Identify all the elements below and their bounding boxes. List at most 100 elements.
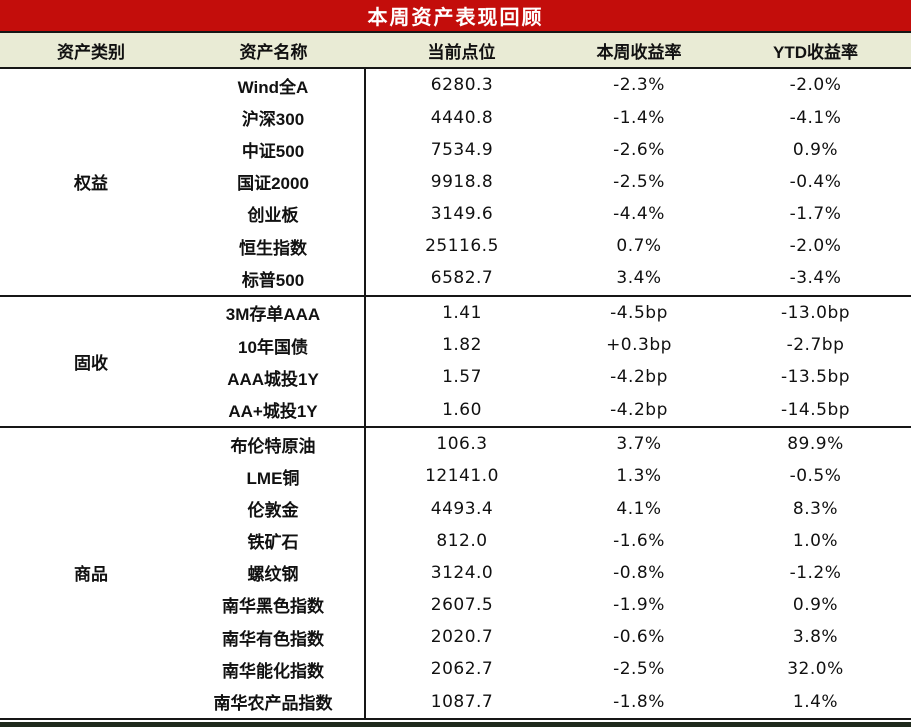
week-return-cell: 3.7% [616,434,662,455]
category-cell: 固收 [0,295,182,428]
current-level-cell: 812.0 [436,530,488,551]
table-row: 南华黑色指数 2607.5 -1.9% 0.9% [0,588,911,622]
week-return-cell: -1.9% [613,594,665,615]
ytd-return-cell: -13.5bp [780,367,851,388]
table-row: 固收 3M存单AAA 1.41 -4.5bp -13.0bp [0,295,911,428]
ytd-return-cell: -14.5bp [720,393,911,428]
table-row: 权益 Wind全A 6280.3 -2.3% -2.0% [0,68,911,297]
week-return-cell: 3.4% [558,262,720,297]
current-level-cell: 4440.8 [430,107,494,128]
current-level-cell: 106.3 [436,434,488,455]
table-row: 商品 布伦特原油 106.3 3.7% 89.9% [0,426,911,721]
ytd-return-cell: -2.7bp [786,335,845,356]
week-return-cell: -2.3% [613,75,665,96]
asset-name-cell: LME铜 [182,460,366,493]
table-row: 中证500 7534.9 -2.6% 0.9% [0,133,911,166]
week-return-cell: -2.5% [613,171,665,192]
ytd-return-cell: 32.0% [787,659,844,680]
table-row: 南华能化指数 2062.7 -2.5% 32.0% [0,653,911,686]
asset-name-cell: 铁矿石 [182,524,366,557]
category-cell: 商品 [0,426,182,721]
column-header-ytd-return: YTD收益率 [720,33,911,69]
current-level-cell: 9918.8 [430,171,494,192]
table-row: AA+城投1Y 1.60 -4.2bp -14.5bp [0,393,911,428]
ytd-return-cell: -1.7% [789,203,842,224]
current-level-cell: 6582.7 [365,262,558,297]
asset-name-cell: 标普500 [182,262,366,297]
table-row: LME铜 12141.0 1.3% -0.5% [0,460,911,493]
asset-name-cell: 南华黑色指数 [182,588,366,622]
ytd-return-cell: -0.4% [789,171,842,192]
current-level-cell: 4493.4 [430,498,494,519]
current-level-cell: 1.60 [365,393,558,428]
ytd-return-cell: -3.4% [720,262,911,297]
category-cell: 权益 [0,68,182,297]
table-row: 铁矿石 812.0 -1.6% 1.0% [0,524,911,557]
table-row: 恒生指数 25116.5 0.7% -2.0% [0,230,911,263]
ytd-return-cell: 1.0% [792,530,839,551]
week-return-cell: -1.4% [613,107,665,128]
column-header-asset-category: 资产类别 [0,33,182,69]
current-level-cell: 2607.5 [430,594,494,615]
column-header-asset-name: 资产名称 [182,33,365,69]
week-return-cell: 1.3% [616,466,662,487]
ytd-return-cell: -13.0bp [780,302,851,323]
asset-name-cell: 中证500 [182,133,366,166]
current-level-cell: 2020.7 [430,627,494,648]
ytd-return-cell: 89.9% [787,434,844,455]
asset-name-cell: 布伦特原油 [182,426,366,461]
table-row: 伦敦金 4493.4 4.1% 8.3% [0,492,911,525]
table-row: 标普500 6582.7 3.4% -3.4% [0,262,911,297]
week-return-cell: +0.3bp [606,335,672,356]
ytd-return-cell: -4.1% [789,107,842,128]
asset-name-cell: 3M存单AAA [182,295,366,330]
table-row: 国证2000 9918.8 -2.5% -0.4% [0,165,911,198]
week-return-cell: -4.2bp [558,393,720,428]
table-title: 本周资产表现回顾 [367,7,544,29]
table-row: 10年国债 1.82 +0.3bp -2.7bp [0,329,911,362]
column-header-current-level: 当前点位 [365,33,558,69]
week-return-cell: -0.6% [613,627,665,648]
week-return-cell: -4.5bp [610,302,668,323]
ytd-return-cell: 1.4% [720,685,911,720]
asset-name-cell: 南华农产品指数 [182,685,366,720]
ytd-return-cell: 0.9% [792,139,839,160]
current-level-cell: 1.57 [442,367,482,388]
asset-name-cell: 南华能化指数 [182,653,366,686]
ytd-return-cell: 3.8% [792,627,839,648]
current-level-cell: 1087.7 [365,685,558,720]
table-title-bar: 本周资产表现回顾 [0,0,911,33]
column-header-week-return: 本周收益率 [558,33,720,69]
asset-name-cell: 国证2000 [182,165,366,198]
ytd-return-cell: -0.5% [789,466,842,487]
asset-name-cell: AAA城投1Y [182,361,366,394]
asset-name-cell: 创业板 [182,197,366,231]
table-row: 南华有色指数 2020.7 -0.6% 3.8% [0,621,911,654]
table-row: 螺纹钢 3124.0 -0.8% -1.2% [0,556,911,589]
week-return-cell: 0.7% [616,236,662,257]
week-return-cell: -1.6% [613,530,665,551]
week-return-cell: 4.1% [616,498,662,519]
week-return-cell: -2.6% [613,139,665,160]
ytd-return-cell: 8.3% [792,498,839,519]
asset-name-cell: Wind全A [182,68,366,102]
week-return-cell: -4.4% [613,203,665,224]
current-level-cell: 12141.0 [425,466,499,487]
table-row: 沪深300 4440.8 -1.4% -4.1% [0,101,911,134]
current-level-cell: 3149.6 [430,203,494,224]
week-return-cell: -4.2bp [610,367,668,388]
ytd-return-cell: -2.0% [789,75,842,96]
asset-name-cell: 10年国债 [182,329,366,362]
table-body: 权益 Wind全A 6280.3 -2.3% -2.0% 沪深300 4440.8 -1.4%… [0,68,911,721]
asset-name-cell: 伦敦金 [182,492,366,525]
current-level-cell: 7534.9 [430,139,494,160]
current-level-cell: 1.41 [442,302,482,323]
table-row: 南华农产品指数 1087.7 -1.8% 1.4% [0,685,911,720]
asset-name-cell: 沪深300 [182,101,366,134]
asset-table: 资产类别 资产名称 当前点位 本周收益率 YTD收益率 权益 Wind全A 6280… [0,33,911,721]
header-row: 资产类别 资产名称 当前点位 本周收益率 YTD收益率 [0,33,911,69]
ytd-return-cell: -2.0% [789,236,842,257]
ytd-return-cell: 0.9% [792,594,839,615]
week-return-cell: -2.5% [613,659,665,680]
